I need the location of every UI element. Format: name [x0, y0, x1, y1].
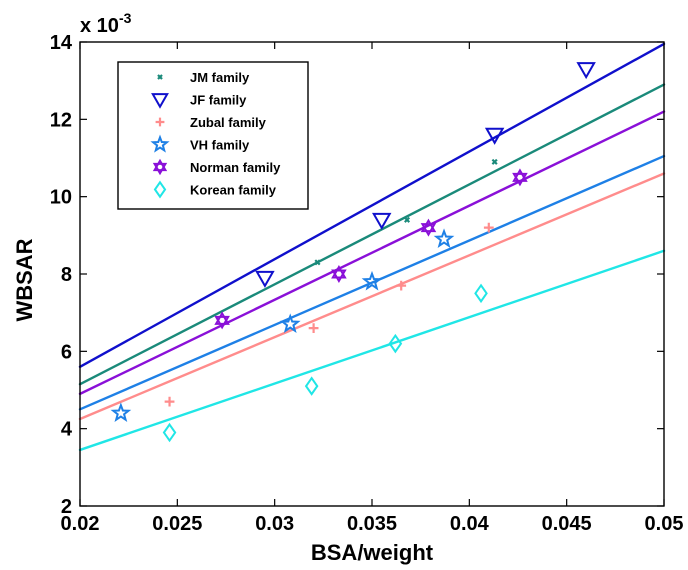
fit-line-vh-family	[78, 154, 666, 411]
legend-item-vh-family: VH family	[150, 134, 250, 153]
x-tick-label: 0.02	[61, 513, 100, 535]
series-jf-family	[255, 62, 596, 288]
x-tick-label: 0.05	[645, 513, 684, 535]
legend-label: VH family	[190, 138, 250, 153]
legend-label: Zubal family	[190, 115, 267, 130]
point-korean-family	[162, 422, 177, 443]
y-axis-label: WBSAR	[12, 238, 37, 321]
y-tick-label: 12	[50, 109, 72, 131]
point-norman-family	[420, 218, 437, 237]
point-jm-family	[404, 216, 411, 223]
exponent-label: x 10-3	[80, 10, 132, 37]
point-korean-family	[388, 333, 403, 354]
x-tick-label: 0.025	[152, 513, 202, 535]
y-tick-label: 2	[61, 496, 72, 518]
point-zubal-family	[164, 396, 175, 407]
x-tick-label: 0.03	[255, 513, 294, 535]
fit-line-jm-family	[78, 83, 666, 386]
legend-marker-zubal-family	[155, 117, 165, 127]
legend-box	[117, 61, 309, 210]
legend-label: Korean family	[190, 183, 277, 198]
ticks: 0.02 0.025 0.03 0.035 0.04 0.045 0.05 2 4 6 8 10 12 1…	[50, 32, 684, 535]
x-tick-label: 0.04	[450, 513, 490, 535]
legend-label: JM family	[190, 70, 250, 85]
y-tick-label: 10	[50, 187, 72, 209]
y-tick-label: 8	[61, 264, 72, 286]
legend-marker-jf-family	[151, 93, 169, 109]
series-jm-family	[314, 158, 498, 266]
legend-marker-korean-family	[153, 180, 167, 199]
series-norman-family	[214, 168, 528, 330]
legend-marker-jm-family	[157, 74, 163, 80]
point-zubal-family	[483, 222, 494, 233]
x-axis-label: BSA/weight	[311, 540, 434, 565]
y-tick-label: 14	[50, 32, 73, 54]
legend-label: JF family	[190, 93, 247, 108]
legend-marker-vh-family	[150, 134, 170, 153]
exponent-power: -3	[119, 10, 132, 26]
legend-item-korean-family: Korean family	[153, 180, 277, 199]
legend-label: Norman family	[190, 160, 281, 175]
point-norman-family	[331, 265, 347, 283]
legend-item-jm-family: JM family	[157, 70, 250, 85]
data-points	[110, 62, 596, 443]
series-vh-family	[110, 228, 455, 422]
y-tick-label: 4	[61, 419, 73, 441]
point-jf-family	[372, 212, 392, 230]
point-norman-family	[512, 168, 528, 187]
point-korean-family	[304, 376, 319, 396]
legend-item-norman-family: Norman family	[152, 158, 281, 176]
fit-line-zubal-family	[78, 172, 666, 421]
point-jm-family	[491, 158, 498, 165]
series-zubal-family	[164, 222, 494, 407]
x-tick-label: 0.035	[347, 513, 397, 535]
point-norman-family	[214, 311, 230, 330]
series-korean-family	[162, 283, 488, 443]
point-korean-family	[474, 283, 488, 304]
point-jm-family	[314, 259, 321, 266]
fit-line-korean-family	[78, 249, 666, 452]
x-tick-label: 0.045	[542, 513, 592, 535]
point-vh-family	[110, 402, 132, 422]
point-vh-family	[279, 313, 301, 334]
point-zubal-family	[396, 280, 407, 291]
legend: JM family JF family Zubal family VH family N…	[117, 61, 309, 210]
fit-line-norman-family	[78, 110, 666, 396]
legend-item-jf-family: JF family	[151, 93, 247, 109]
legend-marker-norman-family	[152, 158, 168, 176]
fit-line-jf-family	[78, 42, 666, 368]
point-zubal-family	[308, 323, 319, 334]
point-vh-family	[433, 228, 455, 248]
point-jf-family	[484, 127, 505, 145]
point-jf-family	[255, 270, 275, 288]
fit-lines	[78, 42, 666, 452]
y-tick-label: 6	[61, 341, 72, 363]
legend-item-zubal-family: Zubal family	[155, 115, 267, 130]
point-jf-family	[576, 62, 596, 80]
point-vh-family	[361, 270, 383, 291]
